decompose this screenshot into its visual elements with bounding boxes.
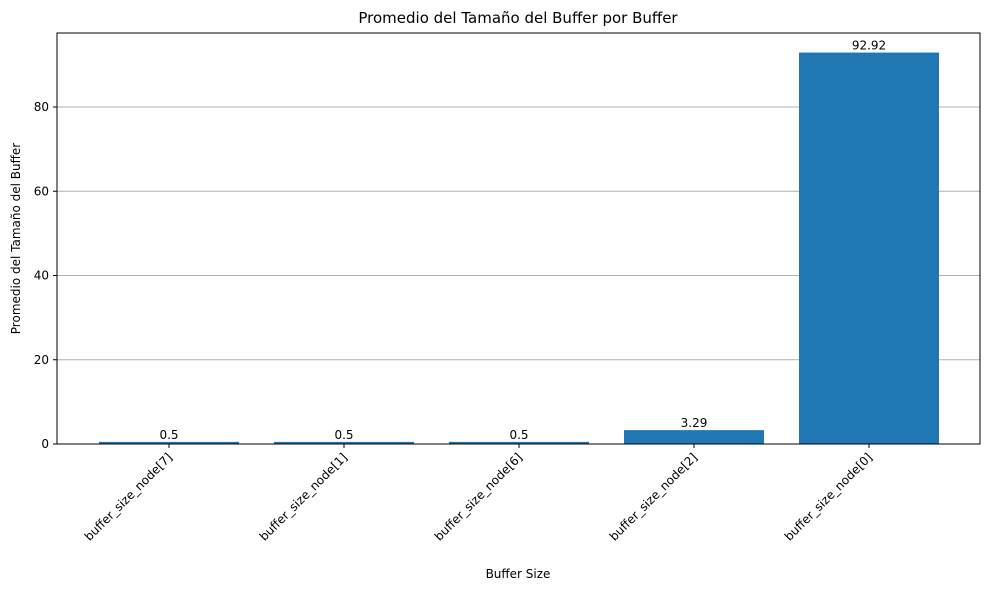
bar-value-label: 92.92	[852, 39, 886, 53]
x-axis-label: Buffer Size	[486, 567, 551, 581]
bar-value-label: 0.5	[509, 428, 528, 442]
y-tick-label: 60	[34, 184, 49, 198]
x-tick-label: buffer_size_node[6]	[432, 450, 525, 543]
x-tick-label: buffer_size_node[0]	[782, 450, 875, 543]
bar	[624, 430, 764, 444]
bar	[799, 52, 939, 445]
x-tick-label: buffer_size_node[2]	[607, 450, 700, 543]
bar-value-label: 0.5	[334, 428, 353, 442]
chart-title: Promedio del Tamaño del Buffer por Buffe…	[358, 9, 678, 27]
x-tick-label: buffer_size_node[7]	[82, 450, 175, 543]
y-tick-label: 20	[34, 353, 49, 367]
bar-value-label: 3.29	[681, 416, 708, 430]
y-tick-label: 0	[41, 437, 49, 451]
bar	[99, 441, 239, 444]
bars	[99, 52, 939, 445]
y-axis-label: Promedio del Tamaño del Buffer	[9, 143, 23, 335]
bar-value-label: 0.5	[159, 428, 178, 442]
x-axis-ticks: buffer_size_node[7] buffer_size_node[1] bu…	[82, 444, 875, 544]
y-tick-label: 80	[34, 100, 49, 114]
x-tick-label: buffer_size_node[1]	[257, 450, 350, 543]
y-axis-ticks: 0 20 40 60 80	[34, 100, 57, 451]
bar	[274, 441, 414, 444]
bar	[449, 441, 589, 444]
data-labels: 0.5 0.5 0.5 3.29 92.92	[159, 39, 886, 442]
y-tick-label: 40	[34, 269, 49, 283]
